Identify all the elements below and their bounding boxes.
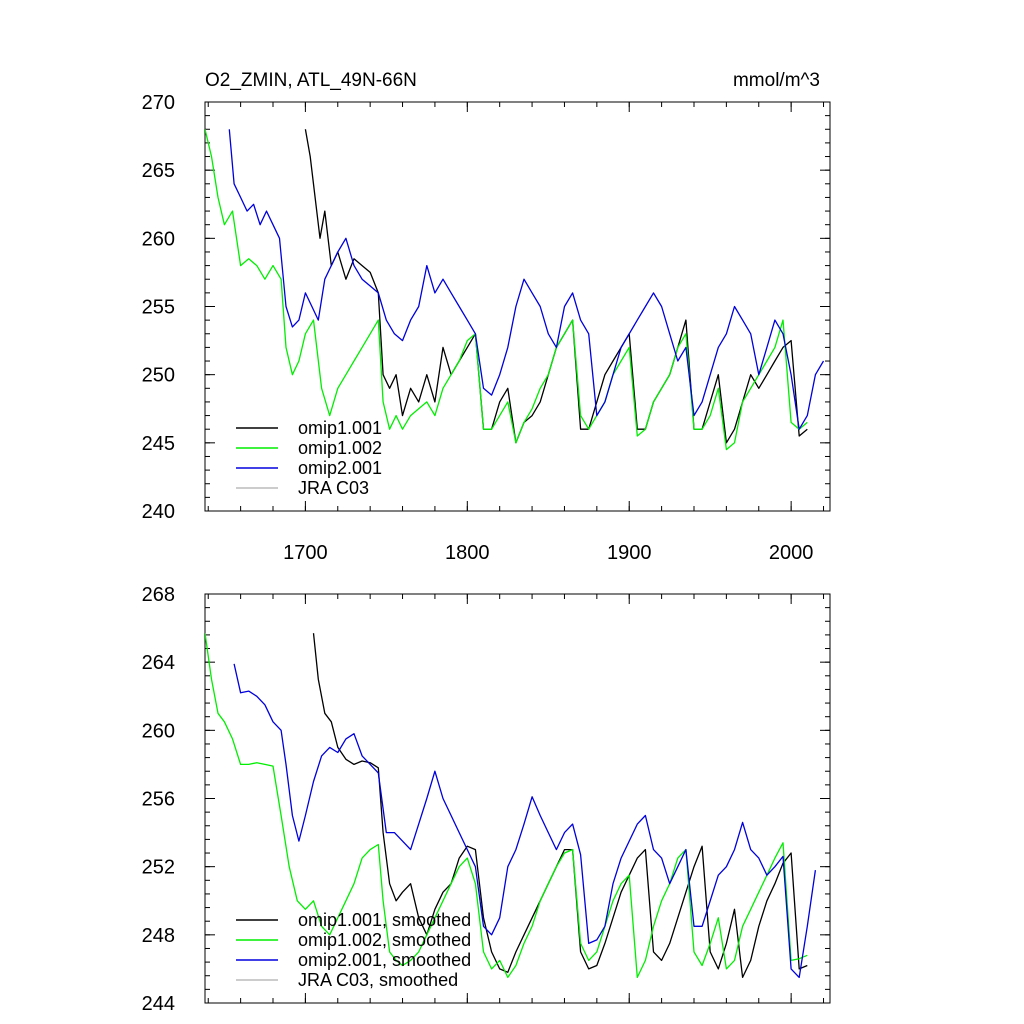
top-y-tick-label: 245 [142, 433, 175, 455]
top-y-tick-label: 250 [142, 365, 175, 387]
top-x-tick-label: 1800 [445, 542, 490, 564]
top-chart-units: mmol/m^3 [733, 70, 820, 91]
bottom-y-tick-label: 268 [142, 584, 175, 606]
bottom-panel: 244 248 252 256 260 264 268 omip1.001, smoothed… [142, 584, 831, 1015]
top-series-line-3 [228, 129, 825, 430]
top-legend-label: JRA C03 [298, 478, 369, 498]
top-series-line-2 [205, 129, 808, 451]
top-y-tick-label: 255 [142, 297, 175, 319]
bottom-y-tick-label: 244 [142, 993, 175, 1015]
top-legend-label: omip1.002 [298, 438, 382, 458]
bottom-y-tick-label: 248 [142, 925, 175, 947]
bottom-y-tick-label: 264 [142, 652, 175, 674]
top-series-line-1 [304, 129, 808, 444]
bottom-y-tick-label: 260 [142, 720, 175, 742]
top-y-tick-label: 270 [142, 92, 175, 114]
top-chart-title: O2_ZMIN, ATL_49N-66N [205, 70, 417, 91]
top-x-tick-label: 1700 [283, 542, 328, 564]
top-legend-label: omip2.001 [298, 458, 382, 478]
bottom-legend-label: omip1.001, smoothed [298, 910, 471, 930]
top-panel: O2_ZMIN, ATL_49N-66N mmol/m^3 240 245 250 2… [142, 70, 831, 564]
bottom-y-tick-label: 256 [142, 789, 175, 811]
bottom-legend-label: JRA C03, smoothed [298, 970, 458, 990]
bottom-legend-label: omip1.002, smoothed [298, 930, 471, 950]
top-y-tick-label: 265 [142, 160, 175, 182]
top-x-tick-label: 2000 [769, 542, 814, 564]
bottom-series-line-2 [205, 633, 808, 979]
bottom-y-tick-label: 252 [142, 857, 175, 879]
bottom-legend-label: omip2.001, smoothed [298, 950, 471, 970]
bottom-series-line-3 [233, 663, 817, 979]
top-y-tick-label: 260 [142, 228, 175, 250]
top-y-tick-label: 240 [142, 501, 175, 523]
top-legend-label: omip1.001 [298, 418, 382, 438]
top-x-tick-label: 1900 [607, 542, 652, 564]
